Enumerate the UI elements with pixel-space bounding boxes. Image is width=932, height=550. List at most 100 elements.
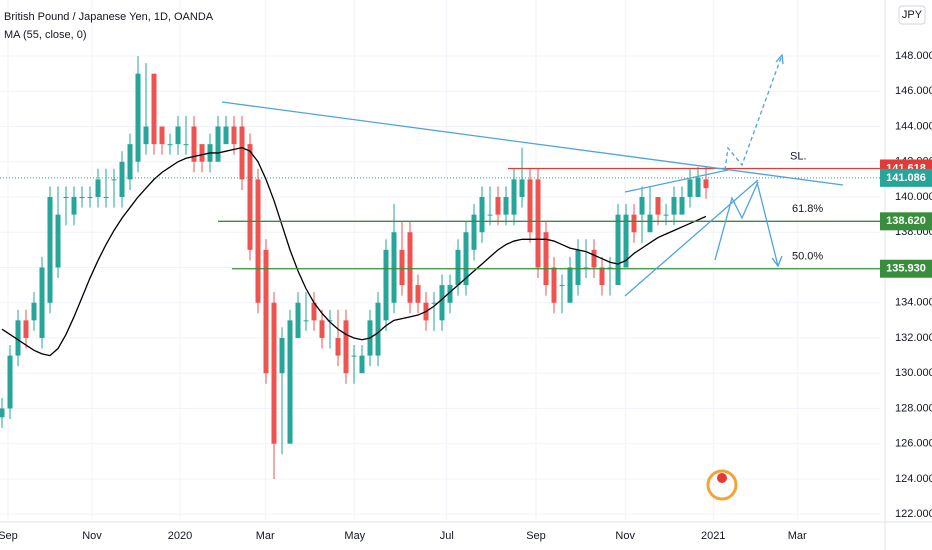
candle-body bbox=[79, 197, 85, 199]
candle-body bbox=[215, 126, 221, 162]
currency-box[interactable] bbox=[898, 5, 926, 25]
candle-body bbox=[295, 302, 301, 338]
candle-body bbox=[87, 197, 93, 199]
candle-body bbox=[567, 267, 573, 303]
candle-body bbox=[151, 73, 157, 145]
candle-body bbox=[431, 302, 437, 304]
candle-body bbox=[663, 214, 669, 216]
y-tick-label: 146.000 bbox=[895, 85, 932, 97]
candle-body bbox=[39, 267, 45, 338]
logo bbox=[706, 469, 738, 501]
candle-body bbox=[511, 179, 517, 215]
candle-body bbox=[71, 197, 77, 215]
y-tick-label: 140.000 bbox=[895, 191, 932, 203]
candle-body bbox=[615, 214, 621, 286]
candle-body bbox=[143, 126, 149, 145]
candle-body bbox=[255, 179, 261, 303]
candle-body bbox=[671, 197, 677, 215]
candle-body bbox=[399, 249, 405, 286]
candle-body bbox=[487, 214, 493, 216]
x-tick-label: Nov bbox=[82, 530, 102, 542]
x-tick-label: Mar bbox=[256, 530, 275, 542]
channel-bottom bbox=[624, 179, 759, 297]
candle-body bbox=[463, 232, 469, 286]
candle-body bbox=[287, 320, 293, 444]
candle-body bbox=[335, 337, 341, 356]
level-note: SL. bbox=[790, 150, 807, 162]
candle-body bbox=[415, 285, 421, 303]
candle-body bbox=[135, 73, 141, 162]
channel-top bbox=[624, 169, 729, 193]
x-tick-label: 2020 bbox=[168, 530, 192, 542]
candle-body bbox=[175, 126, 181, 145]
y-tick-label: 126.000 bbox=[895, 438, 932, 450]
arrow-head bbox=[775, 53, 784, 65]
candle-body bbox=[391, 232, 397, 303]
candle-body bbox=[591, 249, 597, 268]
candle-body bbox=[303, 320, 309, 322]
candle-body bbox=[7, 355, 13, 409]
candle-body bbox=[575, 249, 581, 286]
candle-body bbox=[455, 249, 461, 286]
arrow-head bbox=[771, 255, 783, 268]
y-tick-label: 122.000 bbox=[895, 508, 932, 520]
candle-body bbox=[127, 144, 133, 180]
candle-body bbox=[495, 197, 501, 215]
candle-body bbox=[15, 320, 21, 356]
candle-body bbox=[519, 179, 525, 198]
price-tag bbox=[880, 212, 932, 231]
candle-body bbox=[31, 302, 37, 321]
candle-body bbox=[543, 232, 549, 286]
level-note: 50.0% bbox=[792, 251, 823, 263]
y-tick-label: 130.000 bbox=[895, 367, 932, 379]
candle-body bbox=[631, 214, 637, 233]
currency[interactable]: JPY bbox=[902, 9, 923, 21]
candle-body bbox=[231, 126, 237, 145]
x-tick-label: Jul bbox=[440, 530, 454, 542]
y-tick-label: 134.000 bbox=[895, 297, 932, 309]
candle-body bbox=[223, 126, 229, 145]
candle-body bbox=[95, 179, 101, 198]
y-tick-label: 128.000 bbox=[895, 402, 932, 414]
candle-body bbox=[111, 179, 117, 181]
candle-body bbox=[351, 355, 357, 357]
candle-body bbox=[623, 214, 629, 268]
candle-body bbox=[47, 197, 53, 303]
candle-body bbox=[703, 179, 709, 189]
candle-body bbox=[279, 337, 285, 374]
candle-body bbox=[503, 197, 509, 215]
candle-body bbox=[55, 214, 61, 268]
candle-body bbox=[183, 144, 189, 146]
candle-body bbox=[23, 320, 29, 338]
candle-body bbox=[479, 197, 485, 233]
candle-body bbox=[239, 126, 245, 180]
candle-body bbox=[695, 177, 701, 198]
price-tag-label: 138.620 bbox=[886, 215, 926, 227]
projection-down bbox=[756, 181, 779, 267]
candle-body bbox=[655, 197, 661, 215]
candle-body bbox=[383, 249, 389, 321]
candle-body bbox=[679, 197, 685, 215]
candle-body bbox=[103, 197, 109, 199]
candle-body bbox=[535, 179, 541, 268]
x-tick-label: Sep bbox=[526, 530, 546, 542]
candle-body bbox=[167, 144, 173, 146]
trend-line bbox=[221, 101, 844, 186]
title: British Pound / Japanese Yen, 1D, OANDA bbox=[4, 11, 214, 23]
candle-body bbox=[319, 320, 325, 338]
candle-body bbox=[343, 320, 349, 374]
y-tick-label: 132.000 bbox=[895, 332, 932, 344]
candle-body bbox=[639, 197, 645, 215]
candle-body bbox=[119, 161, 125, 198]
candle-body bbox=[199, 144, 205, 162]
candle-body bbox=[583, 267, 589, 269]
y-tick-label: 124.000 bbox=[895, 473, 932, 485]
price-tag bbox=[880, 259, 932, 278]
candle-body bbox=[527, 179, 533, 233]
candle-body bbox=[439, 285, 445, 321]
candle-body bbox=[559, 285, 565, 287]
y-tick-label: 144.000 bbox=[895, 120, 932, 132]
plot: SL. 61.8% 50.0% bbox=[0, 0, 880, 520]
x-tick-label: 2021 bbox=[701, 530, 725, 542]
